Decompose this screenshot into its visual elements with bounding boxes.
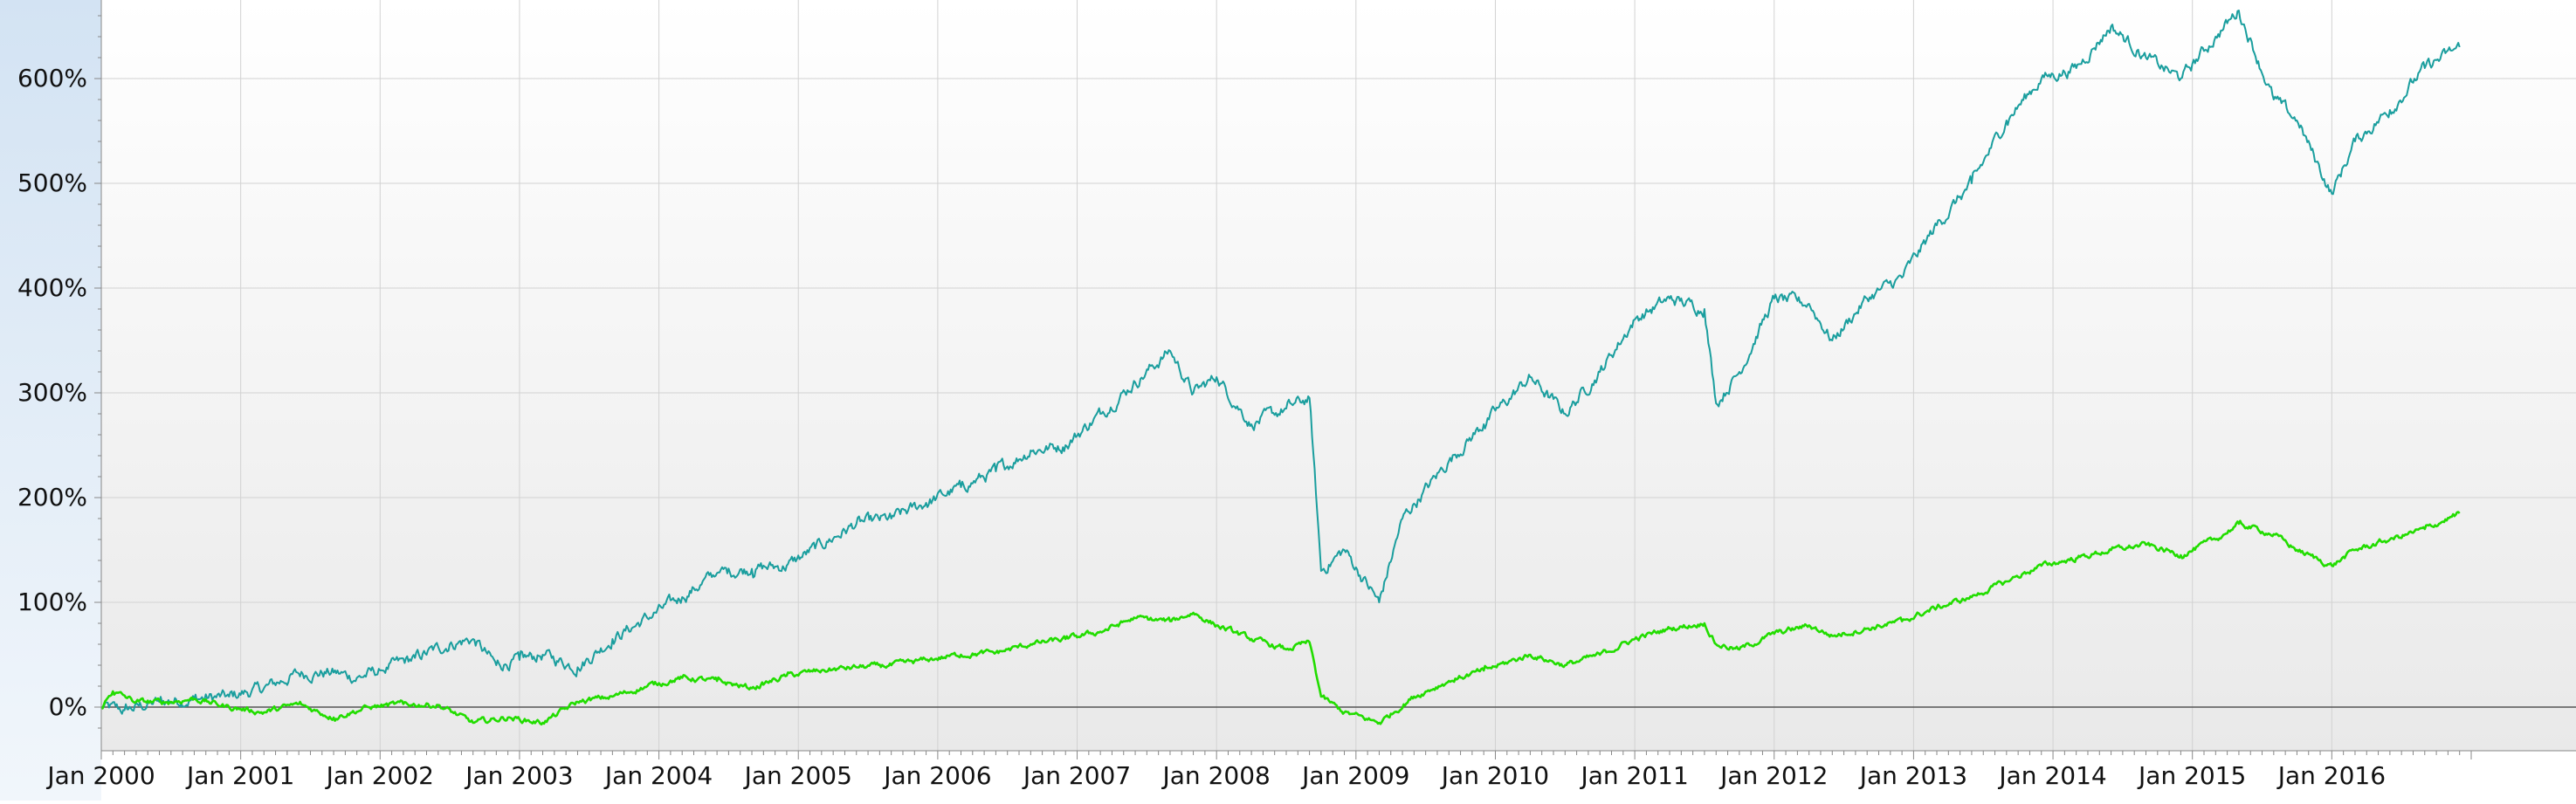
x-tick-label: Jan 2011	[1579, 761, 1688, 790]
x-tick-label: Jan 2003	[464, 761, 573, 790]
x-tick-label: Jan 2016	[2276, 761, 2386, 790]
x-tick-label: Jan 2010	[1440, 761, 1549, 790]
y-axis-panel	[0, 0, 101, 801]
plot-background	[101, 0, 2576, 751]
x-tick-label: Jan 2004	[603, 761, 713, 790]
x-tick-label: Jan 2000	[45, 761, 155, 790]
series-group	[100, 10, 2461, 726]
y-tick-label: 300%	[17, 378, 87, 407]
y-axis: 0% 100% 200% 300% 400% 500% 600%	[17, 0, 102, 751]
x-tick-label: Jan 2001	[185, 761, 294, 790]
x-tick-label: Jan 2012	[1718, 761, 1828, 790]
x-tick-label: Jan 2014	[1997, 761, 2106, 790]
grid	[100, 0, 2576, 751]
x-axis: Jan 2000 Jan 2001 Jan 2002 Jan 2003 Jan 2004…	[45, 750, 2576, 790]
x-tick-label: Jan 2006	[882, 761, 991, 790]
y-tick-label: 200%	[17, 483, 87, 512]
y-tick-label: 500%	[17, 168, 87, 197]
y-tick-label: 0%	[49, 692, 87, 721]
x-tick-label: Jan 2007	[1022, 761, 1131, 790]
x-tick-label: Jan 2015	[2137, 761, 2246, 790]
x-tick-label: Jan 2009	[1300, 761, 1409, 790]
x-tick-label: Jan 2008	[1161, 761, 1271, 790]
x-tick-label: Jan 2002	[325, 761, 434, 790]
x-tick-label: Jan 2013	[1858, 761, 1967, 790]
x-tick-label: Jan 2005	[743, 761, 852, 790]
series-line-2	[100, 511, 2461, 726]
y-tick-label: 400%	[17, 273, 87, 302]
y-tick-label: 600%	[17, 64, 87, 93]
series-line-1	[100, 10, 2461, 715]
y-tick-label: 100%	[17, 588, 87, 616]
